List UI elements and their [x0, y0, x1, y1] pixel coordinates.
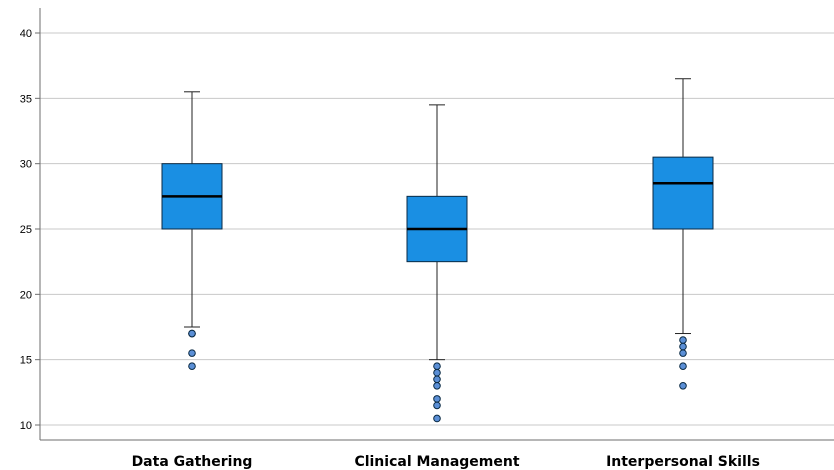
outlier-point [433, 368, 441, 377]
y-tick-label-20: 20 [20, 289, 32, 301]
box-interpersonal-skills [652, 78, 714, 390]
outlier-point [433, 375, 441, 384]
outlier-point [433, 414, 441, 423]
outlier-point [188, 349, 196, 357]
outlier-point [679, 349, 687, 357]
y-tick-label-40: 40 [20, 28, 32, 40]
outlier-point [679, 362, 687, 371]
outlier-point [433, 382, 441, 390]
y-tick-label-15: 15 [20, 355, 32, 367]
outlier-point [188, 329, 196, 338]
outlier-point [679, 336, 687, 344]
x-category-label-interpersonal-skills: Interpersonal Skills [606, 454, 760, 470]
axes [35, 8, 834, 441]
x-category-label-clinical-management: Clinical Management [354, 454, 519, 470]
box-clinical-management [406, 104, 468, 423]
outlier-point [433, 362, 441, 371]
iqr-box [652, 156, 714, 230]
boxes [161, 78, 714, 423]
outlier-point [188, 362, 196, 371]
y-tick-label-25: 25 [20, 224, 32, 236]
outlier-point [679, 382, 687, 390]
outlier-point [679, 342, 687, 351]
y-tick-label-10: 10 [20, 420, 32, 432]
y-tick-label-35: 35 [20, 93, 32, 105]
outlier-point [433, 401, 441, 410]
x-category-label-data-gathering: Data Gathering [132, 454, 253, 470]
outlier-point [433, 395, 441, 403]
y-tick-label-30: 30 [20, 159, 32, 171]
labels: 10 15 20 25 30 35 40 Data Gathering Clinical Man… [20, 28, 760, 470]
box-data-gathering [161, 91, 223, 371]
